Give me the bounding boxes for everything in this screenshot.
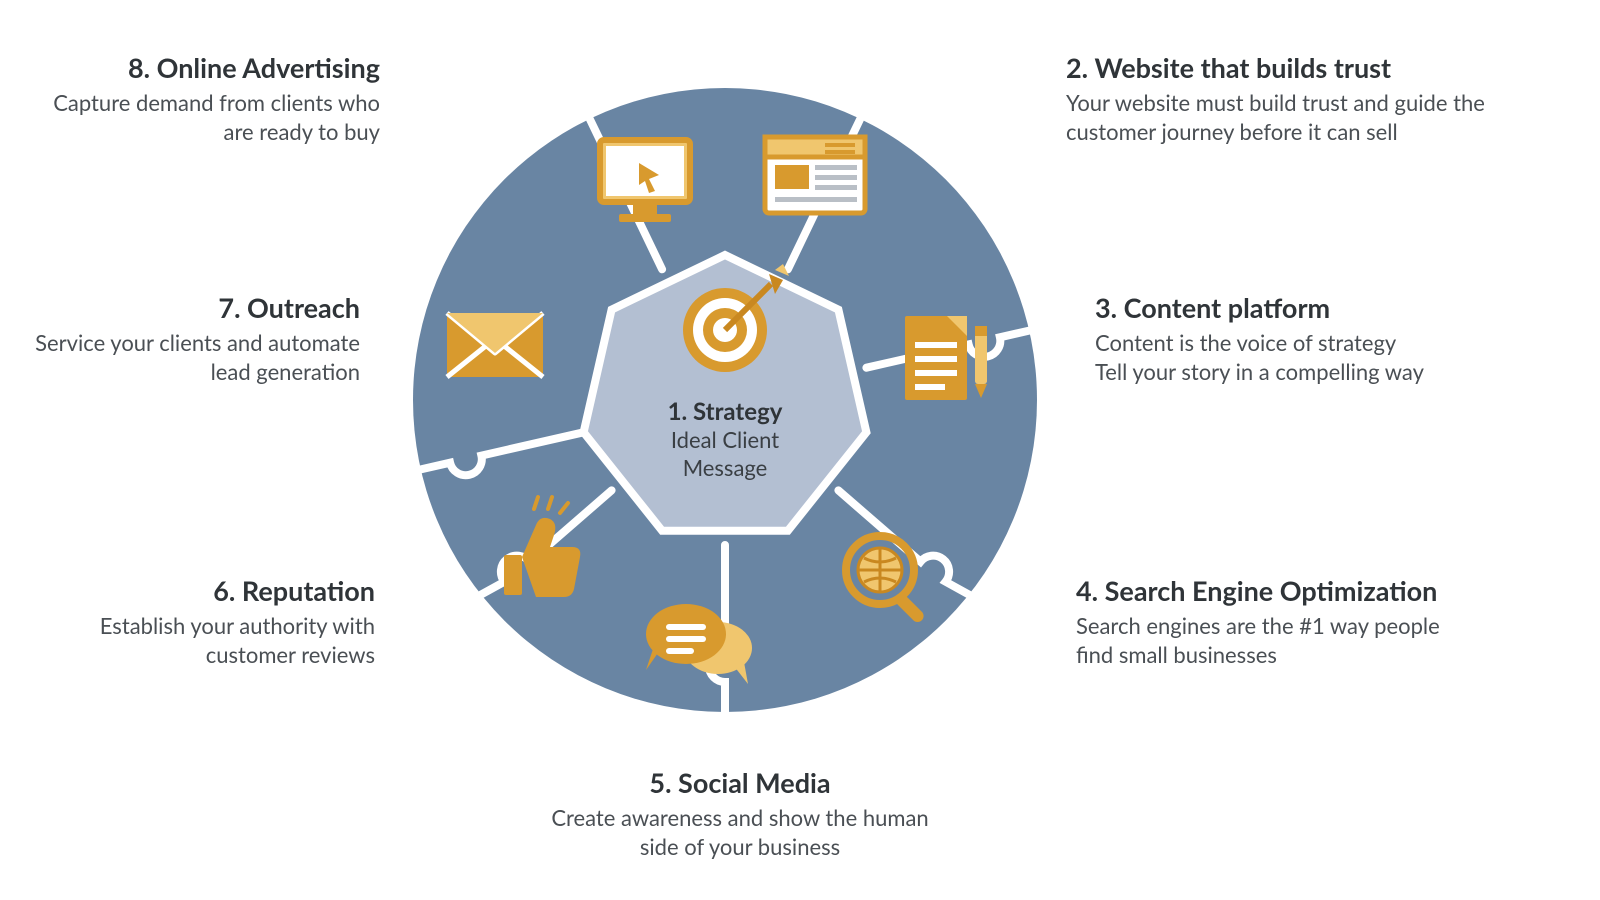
label-7: 7. Outreach Service your clients and aut… (30, 290, 360, 386)
label-7-desc: Service your clients and automate lead g… (30, 329, 360, 386)
label-4-title: 4. Search Engine Optimization (1076, 573, 1476, 608)
label-2: 2. Website that builds trust Your websit… (1066, 50, 1486, 146)
infographic-stage: 1. Strategy Ideal Client Message (0, 0, 1600, 900)
center-desc-2: Message (683, 454, 768, 481)
center-desc-1: Ideal Client (671, 426, 779, 453)
label-4-desc: Search engines are the #1 way people fin… (1076, 612, 1476, 669)
label-5-title: 5. Social Media (540, 765, 940, 800)
label-6: 6. Reputation Establish your authority w… (55, 573, 375, 669)
label-3-title: 3. Content platform (1095, 290, 1515, 325)
label-5-desc: Create awareness and show the human side… (540, 804, 940, 861)
label-8-desc: Capture demand from clients who are read… (35, 89, 380, 146)
label-2-desc: Your website must build trust and guide … (1066, 89, 1486, 146)
label-5: 5. Social Media Create awareness and sho… (540, 765, 940, 861)
label-3: 3. Content platform Content is the voice… (1095, 290, 1515, 386)
label-8-title: 8. Online Advertising (35, 50, 380, 85)
label-3-desc: Content is the voice of strategy Tell yo… (1095, 329, 1515, 386)
label-2-title: 2. Website that builds trust (1066, 50, 1486, 85)
browser-window-icon (765, 137, 865, 213)
label-6-title: 6. Reputation (55, 573, 375, 608)
label-8: 8. Online Advertising Capture demand fro… (35, 50, 380, 146)
envelope-icon (447, 313, 543, 377)
label-6-desc: Establish your authority with customer r… (55, 612, 375, 669)
center-title: 1. Strategy (668, 397, 783, 426)
label-7-title: 7. Outreach (30, 290, 360, 325)
label-4: 4. Search Engine Optimization Search eng… (1076, 573, 1476, 669)
